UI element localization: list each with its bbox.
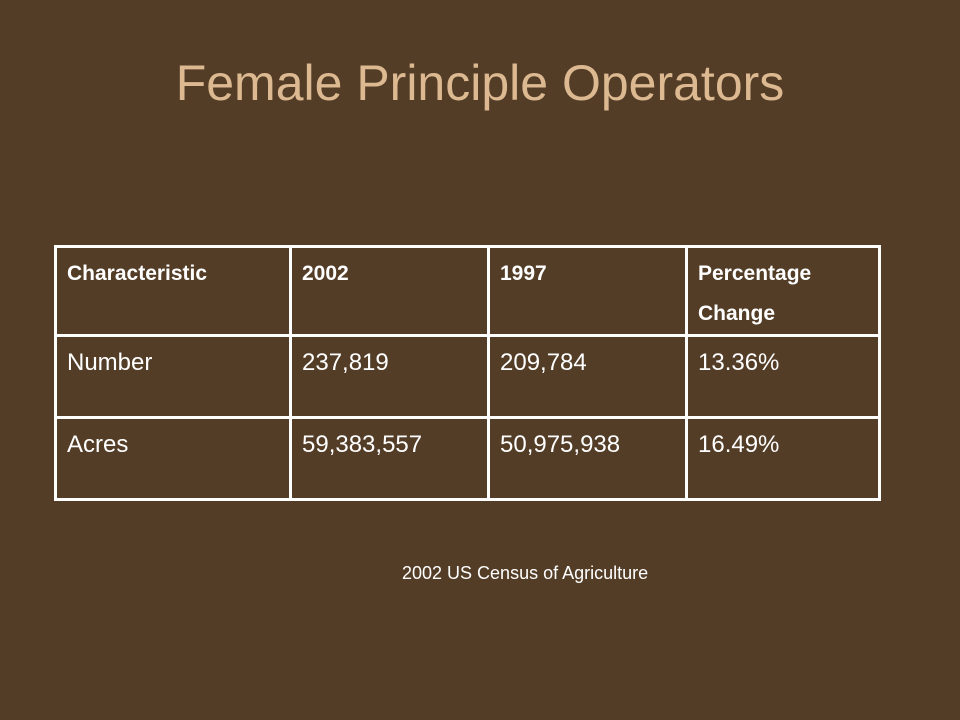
data-table: Characteristic 2002 1997 Percentage Chan… [54, 245, 881, 501]
table-cell: 209,784 [487, 334, 688, 419]
source-note: 2002 US Census of Agriculture [402, 563, 649, 583]
table-row: Acres 59,383,557 50,975,938 16.49% [54, 416, 881, 501]
column-header-1997: 1997 [487, 245, 688, 337]
table-cell: 50,975,938 [487, 416, 688, 501]
table-cell: 237,819 [289, 334, 490, 419]
table-cell: 16.49% [685, 416, 881, 501]
table-cell: 13.36% [685, 334, 881, 419]
column-header-characteristic: Characteristic [54, 245, 292, 337]
column-header-2002: 2002 [289, 245, 490, 337]
table-cell: 59,383,557 [289, 416, 490, 501]
table-header-row: Characteristic 2002 1997 Percentage Chan… [54, 245, 881, 337]
column-header-percentage-change: Percentage Change [685, 245, 881, 337]
table-cell: Acres [54, 416, 292, 501]
slide-title: Female Principle Operators [175, 55, 785, 111]
table-row: Number 237,819 209,784 13.36% [54, 334, 881, 419]
table-cell: Number [54, 334, 292, 419]
